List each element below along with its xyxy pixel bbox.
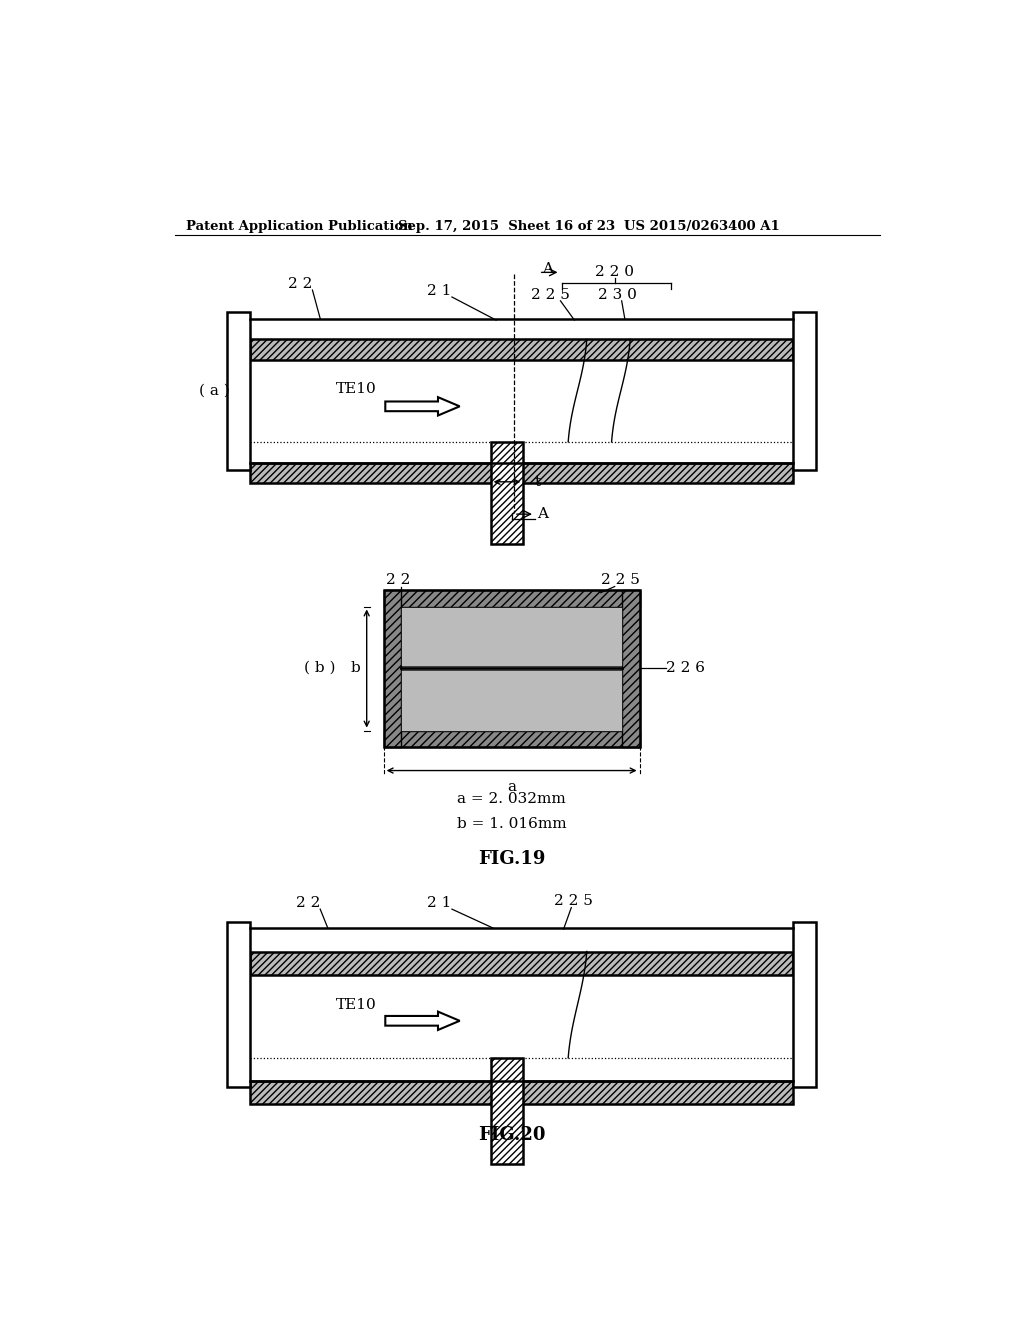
Text: 2 3 0: 2 3 0 [598,288,637,302]
Bar [251,1081,793,1104]
Text: 2 2: 2 2 [385,573,410,587]
Bar [400,607,623,665]
Text: 2 2 5: 2 2 5 [601,573,640,587]
Bar [400,671,623,730]
Bar [384,590,640,747]
Text: ( b ): ( b ) [304,661,336,675]
Bar [227,313,251,470]
Bar [251,339,793,360]
Polygon shape [385,1011,460,1030]
Bar [384,590,640,607]
Polygon shape [385,397,460,416]
Bar [793,923,816,1088]
Bar [227,923,251,1088]
Bar [793,313,816,470]
Text: FIG.20: FIG.20 [478,1126,546,1143]
Bar [251,462,793,483]
Bar [490,1057,523,1164]
Text: 2 2 5: 2 2 5 [554,895,593,908]
Text: 2 2 0: 2 2 0 [595,264,634,279]
Text: 2 1: 2 1 [427,284,452,298]
Text: ( a ): ( a ) [200,384,230,397]
Text: A: A [543,261,554,276]
Text: US 2015/0263400 A1: US 2015/0263400 A1 [624,219,779,232]
Text: A: A [538,507,548,521]
Text: FIG.19: FIG.19 [478,850,546,869]
Text: a = 2. 032mm: a = 2. 032mm [458,792,566,807]
Text: 2 2: 2 2 [288,277,312,290]
Text: 2 2 5: 2 2 5 [530,288,569,302]
Text: Patent Application Publication: Patent Application Publication [186,219,413,232]
Bar [251,952,793,974]
Text: TE10: TE10 [336,383,377,396]
Bar [384,590,400,747]
Text: 2 2: 2 2 [296,896,319,909]
Bar [623,590,640,747]
Text: 2 1: 2 1 [427,896,452,909]
Bar [384,730,640,747]
Text: 2 2 6: 2 2 6 [666,661,705,675]
Text: a: a [507,780,516,795]
Text: t: t [535,475,541,488]
Text: b: b [351,661,360,675]
Text: Sep. 17, 2015  Sheet 16 of 23: Sep. 17, 2015 Sheet 16 of 23 [397,219,614,232]
Text: TE10: TE10 [336,998,377,1012]
Bar [490,442,523,544]
Text: b = 1. 016mm: b = 1. 016mm [457,817,566,830]
